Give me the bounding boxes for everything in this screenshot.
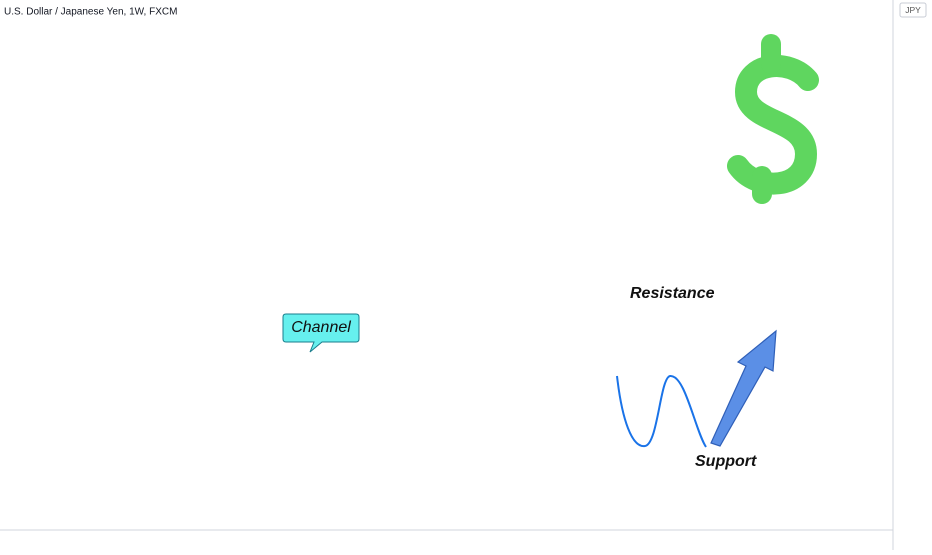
price-axis xyxy=(893,0,932,550)
time-axis xyxy=(0,530,893,550)
currency-button[interactable] xyxy=(899,2,927,18)
projection-curve xyxy=(616,375,707,448)
currency-label[interactable]: JPY xyxy=(905,5,921,15)
annotation: Channel xyxy=(291,319,351,336)
dollar-icon xyxy=(727,34,819,204)
up-arrow xyxy=(710,329,777,447)
annotation: Support xyxy=(695,453,757,470)
callout-box xyxy=(282,313,360,353)
chart-title: U.S. Dollar / Japanese Yen, 1W, FXCM xyxy=(4,7,177,18)
annotation: Resistance xyxy=(630,285,715,302)
